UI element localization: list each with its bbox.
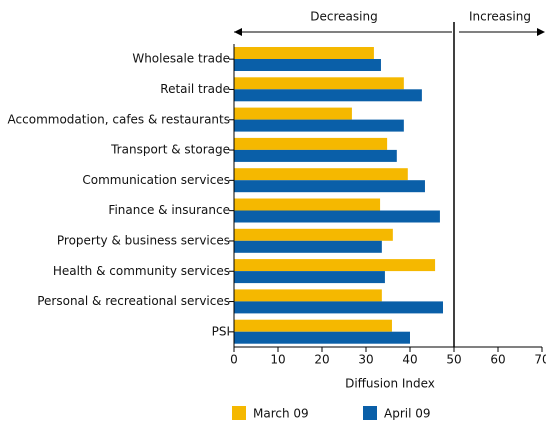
bar: [234, 77, 404, 90]
bar: [234, 240, 382, 253]
y-tick-label: Wholesale trade: [132, 52, 230, 66]
y-tick-label: Transport & storage: [110, 143, 230, 157]
bar: [234, 149, 397, 162]
x-tick-label: 10: [270, 353, 285, 367]
y-tick-label: Property & business services: [57, 233, 230, 247]
bar: [234, 180, 425, 193]
bar: [234, 228, 393, 241]
y-tick-label: Health & community services: [53, 264, 230, 278]
x-tick-label: 50: [446, 353, 461, 367]
annotation: Increasing: [469, 10, 531, 24]
bar: [234, 137, 388, 150]
bar: [234, 168, 408, 181]
legend-swatch: [363, 406, 377, 420]
bar: [234, 210, 440, 223]
x-axis-label: Diffusion Index: [345, 377, 435, 391]
bar: [234, 47, 374, 59]
y-tick-label: Communication services: [82, 173, 230, 187]
legend-swatch: [232, 406, 246, 420]
y-tick-label: Finance & insurance: [108, 203, 230, 217]
bar: [234, 289, 382, 302]
x-tick-label: 0: [230, 353, 238, 367]
bar: [234, 271, 385, 284]
x-tick-label: 60: [490, 353, 505, 367]
bar: [234, 59, 381, 71]
y-tick-label: Accommodation, cafes & restaurants: [8, 112, 230, 126]
legend-label: April 09: [384, 407, 431, 421]
bar: [234, 89, 422, 102]
legend-label: March 09: [253, 407, 309, 421]
arrow-head: [234, 28, 242, 36]
y-tick-label: Retail trade: [160, 82, 230, 96]
bar: [234, 259, 436, 272]
bar: [234, 319, 392, 332]
x-tick-label: 20: [314, 353, 329, 367]
bar: [234, 198, 381, 211]
x-tick-label: 30: [358, 353, 373, 367]
bar: [234, 107, 352, 120]
x-tick-label: 70: [534, 353, 546, 367]
y-tick-label: Personal & recreational services: [37, 294, 230, 308]
x-tick-label: 40: [402, 353, 417, 367]
arrow-head: [537, 28, 545, 36]
bar: [234, 301, 443, 314]
bar: [234, 331, 410, 344]
y-tick-label: PSI: [212, 324, 230, 338]
annotation: Decreasing: [310, 10, 377, 24]
bar: [234, 119, 404, 132]
